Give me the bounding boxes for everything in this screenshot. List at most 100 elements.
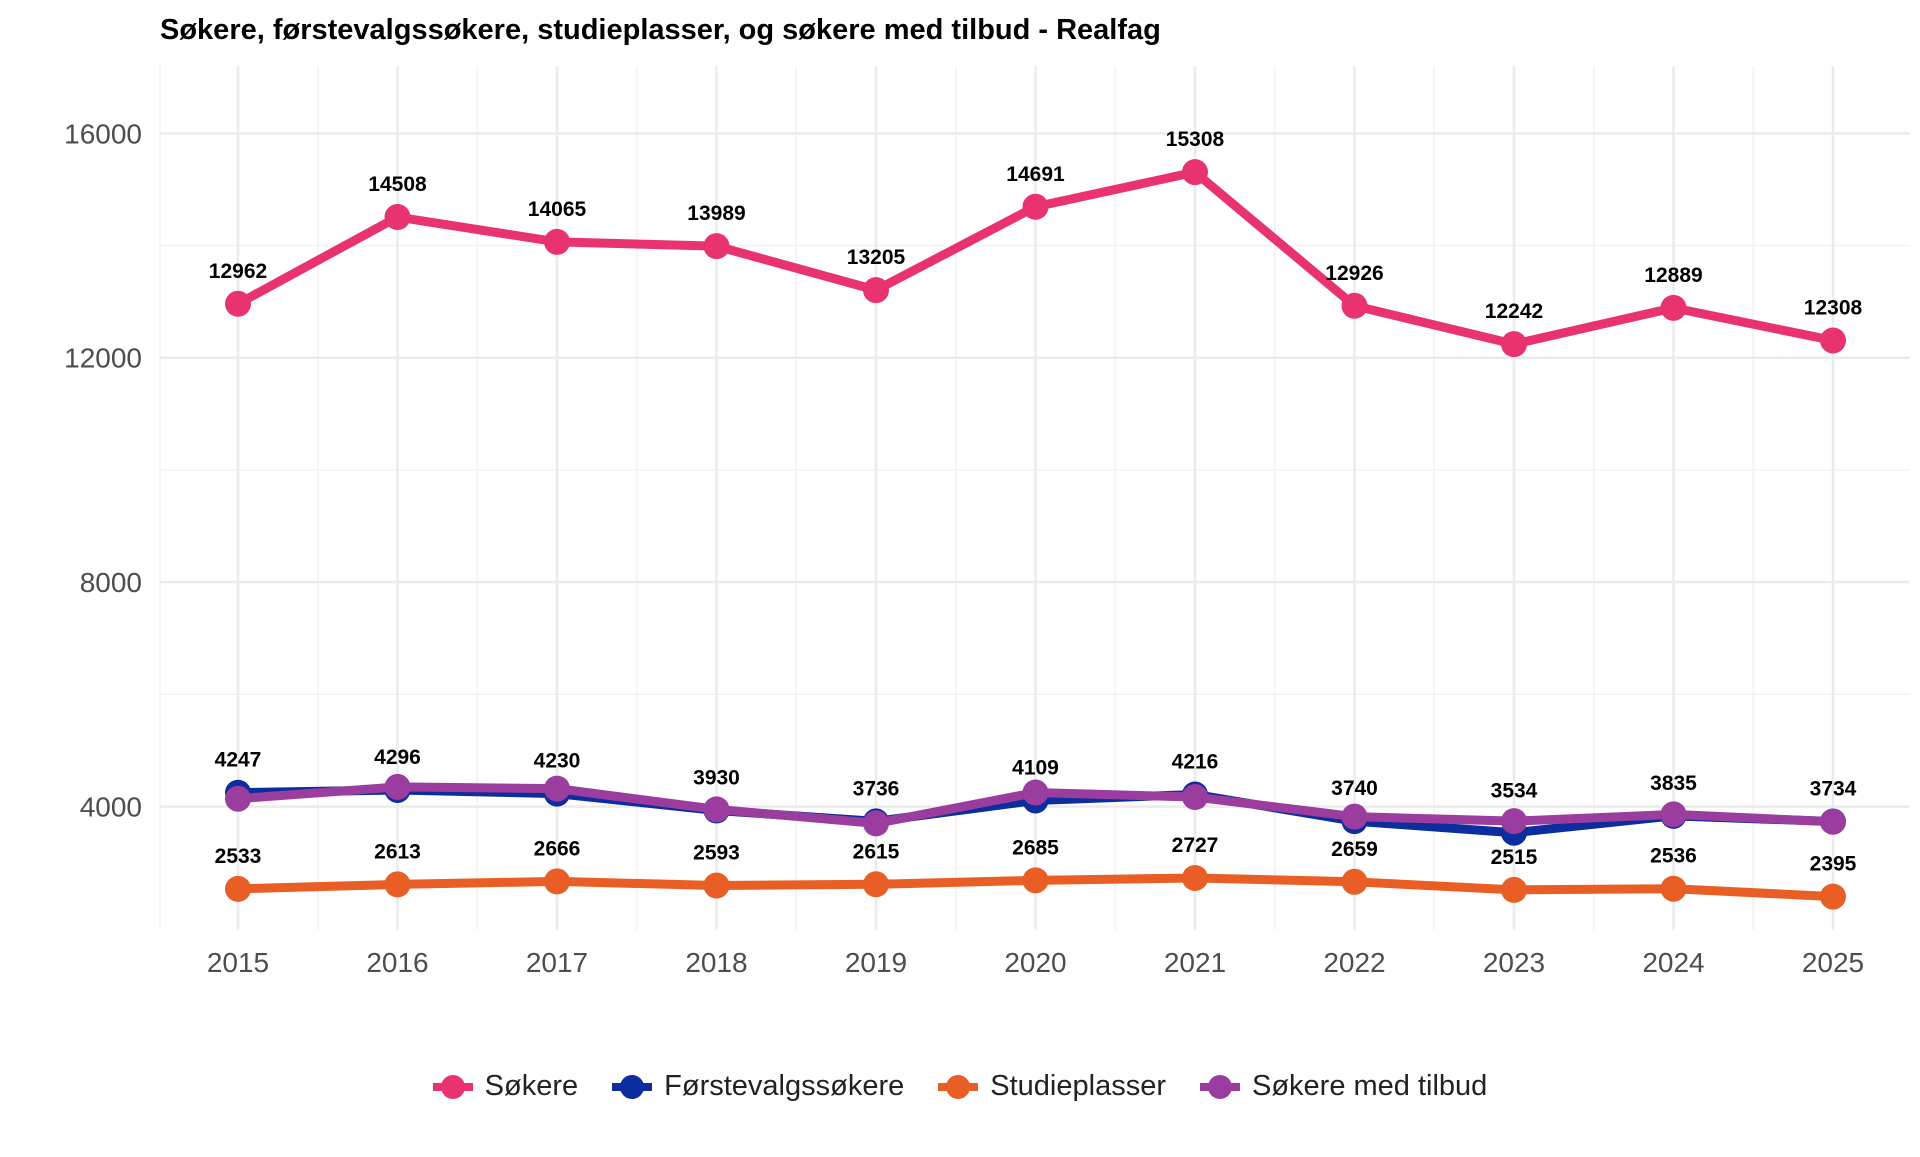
data-point	[703, 872, 730, 899]
data-point	[863, 810, 889, 837]
legend-key-icon	[1199, 1072, 1240, 1102]
series-studieplasser	[225, 864, 1846, 910]
data-labels: 12962 14508 14065 13989 13205 14691 15308 12926…	[209, 128, 1863, 875]
data-label: 2395	[1810, 853, 1857, 876]
series-sokere	[225, 159, 1846, 358]
data-label: 3736	[853, 777, 900, 800]
data-point	[1501, 876, 1527, 903]
data-point	[1182, 864, 1208, 891]
data-point	[1820, 883, 1846, 910]
data-label: 4296	[374, 746, 421, 769]
data-point	[544, 868, 570, 895]
data-label: 14691	[1006, 163, 1065, 186]
data-point	[1022, 867, 1049, 894]
data-label: 3835	[1650, 772, 1697, 795]
data-label: 2613	[374, 840, 421, 863]
data-point	[1501, 808, 1527, 835]
data-point	[225, 785, 251, 812]
chart-title: Søkere, førstevalgssøkere, studieplasser…	[160, 14, 1161, 46]
y-tick-label: 4000	[80, 792, 142, 823]
legend-key-icon	[938, 1072, 979, 1102]
x-tick-label: 2022	[1323, 947, 1385, 978]
data-point	[1660, 801, 1687, 828]
data-point	[1341, 868, 1368, 895]
x-tick-label: 2018	[685, 947, 747, 978]
data-point	[1182, 159, 1208, 186]
legend-label: Studieplasser	[990, 1070, 1166, 1102]
data-label: 2533	[215, 845, 262, 868]
data-label: 4109	[1012, 756, 1059, 779]
data-point	[384, 871, 411, 898]
series-sokere-med-tilbud	[225, 773, 1846, 837]
y-tick-label: 12000	[64, 343, 142, 374]
data-point	[703, 233, 730, 260]
data-label: 12889	[1644, 264, 1702, 287]
data-point	[1341, 292, 1368, 319]
x-tick-label: 2016	[366, 947, 428, 978]
y-tick-label: 16000	[64, 118, 142, 149]
data-point	[1501, 331, 1527, 358]
axes: 4000 8000 12000 16000 2015 2016 2017 2018 2019 20…	[64, 118, 1864, 978]
data-label: 2666	[534, 837, 581, 860]
data-label: 2536	[1650, 845, 1697, 868]
x-tick-label: 2019	[845, 947, 907, 978]
legend-label: Søkere med tilbud	[1251, 1070, 1488, 1102]
data-label: 14065	[528, 198, 587, 221]
data-label: 13205	[847, 246, 906, 269]
data-point	[1341, 803, 1368, 830]
series-lines	[225, 159, 1846, 910]
data-label: 3740	[1331, 777, 1378, 800]
data-point	[1660, 294, 1687, 321]
data-label: 12926	[1325, 262, 1383, 285]
data-label: 12242	[1485, 300, 1543, 323]
data-label: 13989	[687, 202, 745, 225]
x-tick-label: 2021	[1164, 947, 1226, 978]
data-point	[1022, 779, 1049, 806]
data-label: 4247	[215, 749, 262, 772]
legend-label: Søkere	[484, 1070, 579, 1102]
data-label: 2515	[1491, 846, 1538, 869]
data-label: 4230	[534, 750, 581, 773]
legend-item: Søkere med tilbud	[1199, 1070, 1488, 1103]
data-point	[703, 796, 730, 823]
x-tick-label: 2024	[1642, 947, 1704, 978]
legend-key-icon	[432, 1072, 473, 1102]
data-label: 2727	[1172, 834, 1219, 857]
data-label: 2685	[1012, 836, 1059, 859]
legend-item: Søkere	[432, 1070, 579, 1103]
data-point	[1820, 808, 1846, 835]
data-point	[225, 290, 251, 317]
data-point	[384, 773, 411, 800]
data-label: 4216	[1172, 750, 1219, 773]
legend-key-icon	[612, 1072, 653, 1102]
data-point	[863, 277, 889, 304]
data-label: 15308	[1166, 128, 1225, 151]
data-label: 12308	[1804, 296, 1863, 319]
x-tick-label: 2023	[1483, 947, 1545, 978]
data-label: 2615	[853, 840, 900, 863]
data-label: 3534	[1491, 779, 1538, 802]
data-point	[1022, 193, 1049, 220]
data-point	[1660, 875, 1687, 902]
y-tick-label: 8000	[80, 567, 142, 598]
data-label: 2593	[693, 842, 740, 865]
x-tick-label: 2020	[1004, 947, 1066, 978]
x-tick-label: 2015	[207, 947, 269, 978]
legend: Søkere Førstevalgssøkere Studieplasser Søke…	[0, 1070, 1920, 1103]
data-label: 3734	[1810, 777, 1857, 800]
grid	[159, 66, 1910, 930]
data-point	[544, 228, 570, 255]
data-point	[863, 871, 889, 898]
data-point	[1820, 327, 1846, 354]
data-label: 2659	[1331, 838, 1378, 861]
data-label: 3930	[693, 766, 740, 789]
data-point	[1182, 784, 1208, 811]
x-tick-label: 2025	[1802, 947, 1864, 978]
legend-item: Studieplasser	[938, 1070, 1166, 1103]
legend-item: Førstevalgssøkere	[612, 1070, 904, 1103]
data-label: 14508	[368, 173, 427, 196]
data-point	[384, 204, 411, 231]
data-point	[225, 875, 251, 902]
